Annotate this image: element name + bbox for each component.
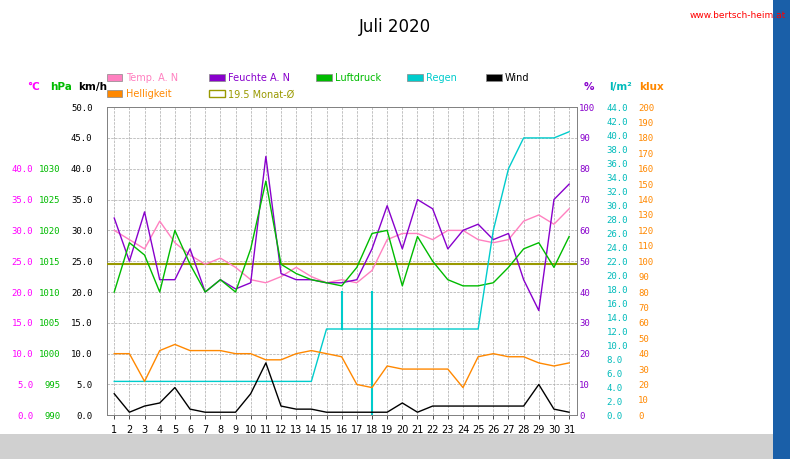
Text: 120: 120 (638, 226, 654, 235)
Text: 22.0: 22.0 (607, 257, 628, 266)
Text: 60: 60 (579, 226, 590, 235)
Text: 25.0: 25.0 (12, 257, 33, 266)
Text: 995: 995 (45, 380, 61, 389)
Text: Helligkeit: Helligkeit (126, 89, 171, 99)
Text: 42.0: 42.0 (607, 118, 628, 126)
Text: 50: 50 (579, 257, 590, 266)
Text: 20: 20 (638, 380, 649, 389)
Text: 200: 200 (638, 103, 654, 112)
Text: 38.0: 38.0 (607, 146, 628, 154)
Text: 130: 130 (638, 211, 654, 220)
Text: 170: 170 (638, 150, 654, 158)
Text: 110: 110 (638, 242, 654, 251)
Text: 19.5 Monat-Ø: 19.5 Monat-Ø (228, 89, 295, 99)
Text: 40: 40 (638, 349, 649, 358)
Text: 1005: 1005 (40, 319, 61, 328)
Text: 44.0: 44.0 (607, 103, 628, 112)
Text: 180: 180 (638, 134, 654, 143)
Text: 30: 30 (638, 365, 649, 374)
Text: 35.0: 35.0 (12, 196, 33, 205)
Text: 40.0: 40.0 (71, 165, 92, 174)
Text: 1015: 1015 (40, 257, 61, 266)
Text: 8.0: 8.0 (607, 355, 623, 364)
Text: 50.0: 50.0 (71, 103, 92, 112)
Text: 0.0: 0.0 (607, 411, 623, 420)
Text: 100: 100 (579, 103, 595, 112)
Text: l/m²: l/m² (609, 82, 631, 92)
Text: 15.0: 15.0 (12, 319, 33, 328)
Text: 30.0: 30.0 (71, 226, 92, 235)
Text: 10.0: 10.0 (607, 341, 628, 350)
Text: 80: 80 (638, 288, 649, 297)
Text: 18.0: 18.0 (607, 285, 628, 294)
Text: 1030: 1030 (40, 165, 61, 174)
Text: 80: 80 (579, 165, 590, 174)
Text: Juli 2020: Juli 2020 (359, 18, 431, 36)
Text: 1000: 1000 (40, 349, 61, 358)
Text: 35.0: 35.0 (71, 196, 92, 205)
Text: 20: 20 (579, 349, 590, 358)
Text: 34.0: 34.0 (607, 173, 628, 182)
Text: 2.0: 2.0 (607, 397, 623, 406)
Text: 0.0: 0.0 (77, 411, 92, 420)
Text: 90: 90 (638, 273, 649, 281)
Text: 32.0: 32.0 (607, 187, 628, 196)
Text: 70: 70 (579, 196, 590, 205)
Text: 24.0: 24.0 (607, 243, 628, 252)
Text: 15.0: 15.0 (71, 319, 92, 328)
Text: 20.0: 20.0 (12, 288, 33, 297)
Text: 160: 160 (638, 165, 654, 174)
Text: %: % (583, 82, 594, 92)
Text: 1020: 1020 (40, 226, 61, 235)
Text: klux: klux (639, 82, 664, 92)
Text: 0: 0 (579, 411, 585, 420)
Text: 50: 50 (638, 334, 649, 343)
Text: 150: 150 (638, 180, 654, 189)
Text: 30: 30 (579, 319, 590, 328)
Text: 10.0: 10.0 (12, 349, 33, 358)
Text: km/h: km/h (78, 82, 107, 92)
Text: hPa: hPa (50, 82, 72, 92)
Text: 12.0: 12.0 (607, 327, 628, 336)
Text: 4.0: 4.0 (607, 383, 623, 392)
Text: 10: 10 (579, 380, 590, 389)
Text: 140: 140 (638, 196, 654, 205)
Text: °C: °C (27, 82, 40, 92)
Text: 5.0: 5.0 (17, 380, 33, 389)
Text: 30.0: 30.0 (12, 226, 33, 235)
Text: 10: 10 (638, 396, 649, 404)
Text: 60: 60 (638, 319, 649, 328)
Text: 30.0: 30.0 (607, 201, 628, 210)
Text: 40.0: 40.0 (12, 165, 33, 174)
Text: 45.0: 45.0 (71, 134, 92, 143)
Text: www.bertsch-heim.at: www.bertsch-heim.at (690, 11, 786, 21)
Text: 36.0: 36.0 (607, 159, 628, 168)
Text: 28.0: 28.0 (607, 215, 628, 224)
Text: 14.0: 14.0 (607, 313, 628, 322)
Text: Luftdruck: Luftdruck (335, 73, 381, 83)
Text: 25.0: 25.0 (71, 257, 92, 266)
Text: 6.0: 6.0 (607, 369, 623, 378)
Text: 40.0: 40.0 (607, 131, 628, 140)
Text: 100: 100 (638, 257, 654, 266)
Text: 0: 0 (638, 411, 644, 420)
Text: Feuchte A. N: Feuchte A. N (228, 73, 290, 83)
Text: 40: 40 (579, 288, 590, 297)
Text: 70: 70 (638, 303, 649, 312)
Text: Wind: Wind (505, 73, 529, 83)
Text: 190: 190 (638, 119, 654, 128)
Text: 5.0: 5.0 (77, 380, 92, 389)
Text: Regen: Regen (426, 73, 457, 83)
Text: 16.0: 16.0 (607, 299, 628, 308)
Text: Temp. A. N: Temp. A. N (126, 73, 178, 83)
Text: 1025: 1025 (40, 196, 61, 205)
Text: 26.0: 26.0 (607, 229, 628, 238)
Text: 20.0: 20.0 (71, 288, 92, 297)
Text: 10.0: 10.0 (71, 349, 92, 358)
Text: 990: 990 (45, 411, 61, 420)
Text: 0.0: 0.0 (17, 411, 33, 420)
Text: 1010: 1010 (40, 288, 61, 297)
Text: 90: 90 (579, 134, 590, 143)
Text: 20.0: 20.0 (607, 271, 628, 280)
